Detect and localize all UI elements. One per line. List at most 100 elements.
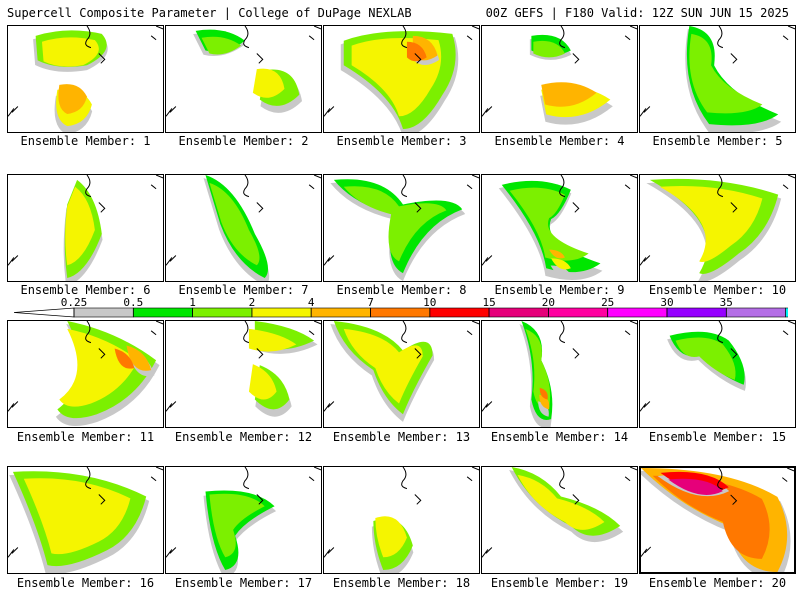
coastline-corner (629, 26, 637, 30)
coastline-left (640, 255, 651, 266)
scp-field-map (324, 26, 479, 132)
ensemble-member-4-map[interactable] (481, 25, 638, 133)
ensemble-member-7-map[interactable] (165, 174, 322, 282)
ensemble-member-16-map[interactable] (7, 466, 164, 574)
great-lakes-outline (717, 321, 724, 344)
ensemble-member-15-map[interactable] (639, 320, 796, 428)
scp-low-contour (538, 401, 549, 417)
coastline-corner (786, 468, 794, 472)
scp-contour-core (343, 186, 447, 262)
scp-contour-core (209, 182, 260, 266)
ensemble-member-5-label: Ensemble Member: 5 (652, 134, 783, 148)
scp-low-contour (550, 265, 572, 278)
colorbar-segment-9 (607, 307, 668, 318)
coastline-corner (155, 175, 163, 179)
scp-field-map (324, 321, 479, 422)
ensemble-member-17-label: Ensemble Member: 17 (174, 576, 313, 590)
great-lakes-outline (85, 175, 92, 198)
great-lakes-outline (85, 321, 92, 344)
scp-contour-area (539, 394, 550, 410)
coastline-left (8, 106, 19, 117)
great-lakes-outline (401, 467, 408, 490)
coastline-left (8, 547, 19, 558)
ensemble-member-13-map[interactable] (323, 320, 480, 428)
scp-field-map (324, 175, 479, 281)
ensemble-member-2-map[interactable] (165, 25, 322, 133)
coastline-left (482, 547, 493, 558)
ensemble-member-4-label: Ensemble Member: 4 (494, 134, 625, 148)
ensemble-member-5-map[interactable] (639, 25, 796, 133)
colorbar-segment-7 (488, 307, 549, 318)
state-border-fragment (414, 476, 473, 505)
scp-contour-core (675, 337, 736, 380)
great-lakes-outline (243, 321, 250, 344)
ensemble-member-18-label: Ensemble Member: 18 (332, 576, 471, 590)
scp-field-map (8, 175, 163, 281)
colorbar-segment-6 (429, 307, 490, 318)
great-lakes-outline (401, 26, 408, 49)
ensemble-member-3-map[interactable] (323, 25, 480, 133)
ensemble-member-12-map[interactable] (165, 320, 322, 428)
coastline-corner (313, 321, 321, 325)
ensemble-member-1-map[interactable] (7, 25, 164, 133)
ensemble-member-17-map[interactable] (165, 466, 322, 574)
scp-field-map (166, 26, 321, 117)
coastline-corner (787, 26, 795, 30)
great-lakes-outline (401, 175, 408, 198)
state-border-fragment (414, 35, 473, 64)
ensemble-member-19-map[interactable] (481, 466, 638, 574)
ensemble-member-11-map[interactable] (7, 320, 164, 428)
coastline-corner (155, 321, 163, 325)
scp-contour-core (201, 36, 242, 55)
ensemble-member-14-map[interactable] (481, 320, 638, 428)
state-border-fragment (730, 477, 788, 505)
coastline-left (324, 255, 335, 266)
state-border-fragment (414, 184, 473, 213)
scp-field-map (166, 467, 321, 573)
colorbar-segment-12 (785, 307, 788, 318)
ensemble-member-14-label: Ensemble Member: 14 (490, 430, 629, 444)
scp-field-map (482, 26, 637, 125)
colorbar-tick-label: 1 (189, 296, 196, 309)
ensemble-member-20-map[interactable] (639, 466, 796, 574)
ensemble-member-7-label: Ensemble Member: 7 (178, 283, 309, 297)
scp-contour-core (375, 516, 407, 558)
coastline-left (166, 401, 177, 412)
scp-contour-core (23, 478, 131, 555)
scp-contour-core (406, 41, 427, 62)
colorbar-segment-5 (370, 307, 431, 318)
scp-contour-core (549, 249, 565, 259)
state-border-fragment (730, 35, 789, 64)
colorbar-tick-label: 2 (249, 296, 256, 309)
coastline-left (166, 255, 177, 266)
ensemble-member-6-label: Ensemble Member: 6 (20, 283, 151, 297)
state-border-fragment (256, 330, 315, 359)
great-lakes-outline (559, 26, 566, 49)
coastline-corner (471, 26, 479, 30)
state-border-fragment (98, 330, 157, 359)
ensemble-member-9-label: Ensemble Member: 9 (494, 283, 625, 297)
coastline-left (482, 255, 493, 266)
scp-field-map (166, 321, 321, 417)
coastline-corner (471, 321, 479, 325)
scp-field-map (640, 321, 795, 412)
ensemble-member-9-map[interactable] (481, 174, 638, 282)
coastline-corner (155, 26, 163, 30)
scp-field-map (482, 467, 637, 558)
colorbar-segment-4 (310, 307, 371, 318)
ensemble-member-11-label: Ensemble Member: 11 (16, 430, 155, 444)
great-lakes-outline (717, 175, 724, 198)
ensemble-member-12-label: Ensemble Member: 12 (174, 430, 313, 444)
colorbar-segment-8 (548, 307, 609, 318)
ensemble-member-6-map[interactable] (7, 174, 164, 282)
scp-contour-core (343, 328, 423, 404)
coastline-left (166, 547, 177, 558)
great-lakes-outline (559, 321, 566, 344)
scp-field-map (640, 26, 795, 132)
ensemble-member-10-map[interactable] (639, 174, 796, 282)
ensemble-member-18-map[interactable] (323, 466, 480, 574)
scp-contour-core (652, 475, 770, 559)
coastline-corner (471, 467, 479, 471)
ensemble-member-8-map[interactable] (323, 174, 480, 282)
colorbar-tick-label: 30 (660, 296, 673, 309)
